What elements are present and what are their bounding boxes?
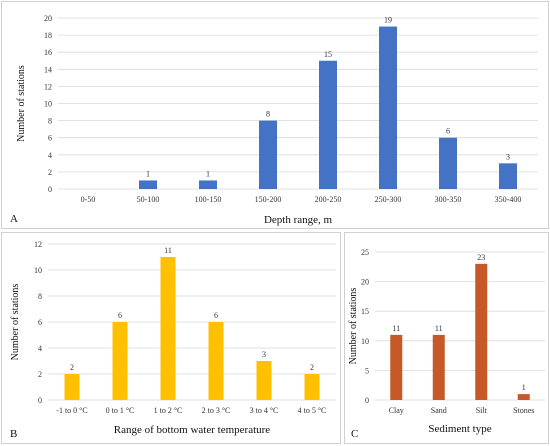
sediment-type-bar-chart: 0 5 10 15 20 25 11 Clay 11 Sand 23 Silt 1 Stones Sedim… — [348, 248, 545, 440]
data-label: 6 — [118, 311, 122, 320]
chart-panel-depth: 0 2 4 6 8 10 12 14 16 18 20 0-50 1 50-100 1 100-150 8 150… — [1, 1, 549, 229]
data-label: 11 — [435, 324, 443, 333]
y-tick-label: 2 — [38, 370, 42, 379]
y-tick-label: 10 — [44, 100, 52, 109]
bar — [208, 322, 224, 400]
y-tick-label: 4 — [38, 344, 42, 353]
x-tick-label: Silt — [476, 406, 488, 415]
y-tick-label: 15 — [361, 307, 369, 316]
data-label: 6 — [446, 127, 450, 136]
bar — [256, 361, 272, 400]
bar — [304, 374, 320, 400]
bar — [432, 334, 445, 400]
y-tick-label: 20 — [361, 278, 369, 287]
x-tick-label: 0 to 1 °C — [106, 406, 135, 415]
x-tick-label: 150-200 — [255, 195, 282, 204]
y-tick-label: 0 — [48, 185, 52, 194]
x-tick-label: 3 to 4 °C — [250, 406, 279, 415]
data-label: 11 — [392, 324, 400, 333]
data-label: 1 — [522, 383, 526, 392]
x-tick-label: 1 to 2 °C — [154, 406, 183, 415]
x-tick-label: Clay — [389, 406, 404, 415]
bar — [199, 180, 217, 189]
bar — [139, 180, 157, 189]
x-tick-label: 4 to 5 °C — [298, 406, 327, 415]
y-tick-label: 8 — [38, 292, 42, 301]
x-axis-title: Sediment type — [428, 423, 491, 435]
y-tick-label: 10 — [361, 337, 369, 346]
x-tick-label: 100-150 — [195, 195, 222, 204]
y-tick-label: 12 — [34, 240, 42, 249]
panel-letter: A — [10, 213, 18, 225]
y-axis-title: Number of stations — [16, 65, 27, 142]
bar — [499, 163, 517, 189]
y-tick-label: 6 — [38, 318, 42, 327]
y-tick-label: 0 — [38, 396, 42, 405]
y-axis-title: Number of stations — [10, 284, 21, 361]
bar — [517, 394, 530, 400]
y-tick-label: 20 — [44, 14, 52, 23]
data-label: 23 — [477, 253, 485, 262]
x-tick-label: 0-50 — [81, 195, 96, 204]
panel-letter: B — [10, 428, 17, 440]
y-tick-label: 4 — [48, 151, 52, 160]
y-tick-label: 0 — [365, 396, 369, 405]
x-tick-label: -1 to 0 °C — [56, 406, 87, 415]
data-label: 8 — [266, 110, 270, 119]
x-tick-label: 50-100 — [137, 195, 160, 204]
bar — [379, 26, 397, 189]
bar — [390, 334, 403, 400]
y-tick-label: 2 — [48, 168, 52, 177]
x-axis-title: Depth range, m — [264, 214, 333, 226]
y-tick-label: 10 — [34, 266, 42, 275]
bar — [439, 137, 457, 189]
data-label: 19 — [384, 16, 392, 25]
depth-range-bar-chart: 0 2 4 6 8 10 12 14 16 18 20 0-50 1 50-100 1 100-150 8 150… — [10, 14, 538, 226]
data-label: 1 — [146, 169, 150, 178]
data-label: 15 — [324, 50, 332, 59]
y-tick-label: 6 — [48, 134, 52, 143]
y-tick-label: 16 — [44, 48, 52, 57]
panel-letter: C — [351, 428, 358, 440]
y-tick-label: 18 — [44, 31, 52, 40]
chart-panel-temperature: 0 2 4 6 8 10 12 2 -1 to 0 °C 6 0 to 1 °C 11 1 to 2 °… — [1, 232, 341, 444]
x-tick-label: Stones — [513, 406, 534, 415]
y-tick-label: 14 — [44, 65, 52, 74]
data-label: 11 — [164, 246, 172, 255]
y-tick-label: 25 — [361, 248, 369, 257]
data-label: 3 — [506, 152, 510, 161]
data-label: 2 — [70, 363, 74, 372]
x-tick-label: 2 to 3 °C — [202, 406, 231, 415]
data-label: 1 — [206, 169, 210, 178]
x-tick-label: 250-300 — [375, 195, 402, 204]
bar — [112, 322, 128, 400]
y-tick-label: 12 — [44, 82, 52, 91]
x-tick-label: 350-400 — [495, 195, 522, 204]
x-tick-label: Sand — [431, 406, 447, 415]
y-tick-label: 5 — [365, 366, 369, 375]
data-label: 6 — [214, 311, 218, 320]
chart-panel-sediment: 0 5 10 15 20 25 11 Clay 11 Sand 23 Silt 1 Stones Sedim… — [344, 232, 549, 444]
y-axis-title: Number of stations — [348, 288, 359, 365]
y-tick-label: 8 — [48, 117, 52, 126]
bar — [160, 257, 176, 400]
x-tick-label: 200-250 — [315, 195, 342, 204]
bar — [259, 120, 277, 189]
bar — [319, 60, 337, 189]
bar — [64, 374, 80, 400]
bottom-temperature-bar-chart: 0 2 4 6 8 10 12 2 -1 to 0 °C 6 0 to 1 °C 11 1 to 2 °… — [10, 240, 336, 440]
data-label: 2 — [310, 363, 314, 372]
x-axis-title: Range of bottom water temperature — [114, 424, 271, 436]
bar — [475, 263, 488, 400]
x-tick-label: 300-350 — [435, 195, 462, 204]
data-label: 3 — [262, 350, 266, 359]
